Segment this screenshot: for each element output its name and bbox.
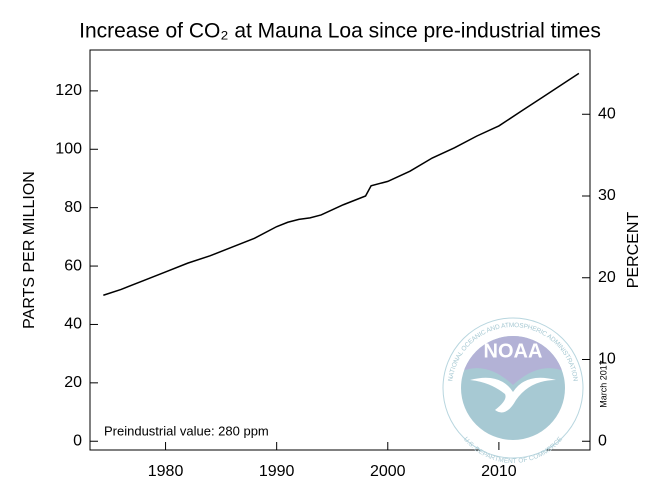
y2-tick-label: 20 <box>598 269 616 286</box>
noaa-logo: NOAA NATIONAL OCEANIC AND ATMOSPHERIC AD… <box>442 317 584 465</box>
x-tick-label: 1990 <box>259 463 295 480</box>
y-tick-label: 120 <box>55 82 82 99</box>
y2-axis-label: PERCENT <box>625 212 642 289</box>
logo-gull <box>470 377 556 413</box>
y2-tick-label: 10 <box>598 351 616 368</box>
logo-sky <box>461 336 565 385</box>
x-tick-label: 1980 <box>148 463 184 480</box>
y2-tick-label: 30 <box>598 187 616 204</box>
co2-line <box>103 72 580 296</box>
y2-tick-label: 0 <box>598 432 607 449</box>
logo-name: NOAA <box>484 340 543 362</box>
date-note: March 2017 <box>598 360 608 408</box>
annotation: Preindustrial value: 280 ppm <box>104 423 269 438</box>
y-tick-label: 60 <box>64 257 82 274</box>
y-tick-label: 100 <box>55 140 82 157</box>
x-tick-label: 2010 <box>481 463 517 480</box>
y-axis-label: PARTS PER MILLION <box>21 171 38 329</box>
y-tick-label: 40 <box>64 316 82 333</box>
plot-frame <box>89 49 591 451</box>
y-tick-label: 0 <box>73 432 82 449</box>
chart-title: Increase of CO₂ at Mauna Loa since pre-i… <box>79 20 601 43</box>
y2-tick-label: 40 <box>598 105 616 122</box>
y-tick-label: 80 <box>64 199 82 216</box>
y-tick-label: 20 <box>64 374 82 391</box>
x-tick-label: 2000 <box>370 463 406 480</box>
